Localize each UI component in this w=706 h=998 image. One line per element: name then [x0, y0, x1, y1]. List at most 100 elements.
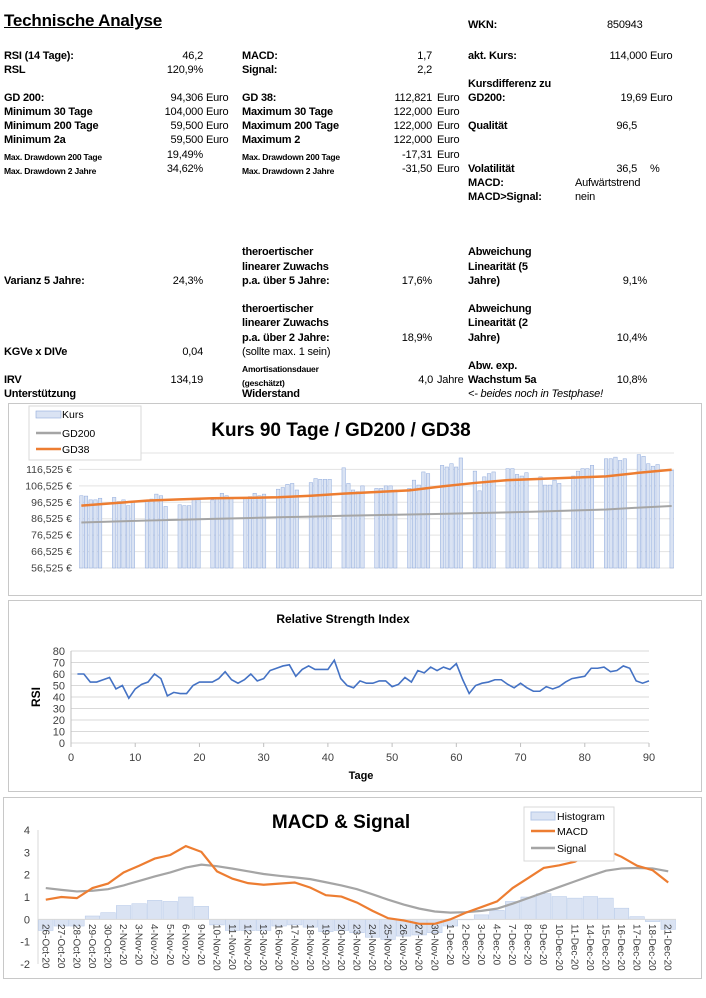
kurs-bar: [257, 495, 262, 569]
abw2-value: 10,4%: [616, 332, 647, 344]
kurs-bar: [538, 476, 543, 569]
col1-label: Max. Drawdown 2 Jahre: [4, 166, 97, 176]
irv-value: 134,19: [170, 374, 204, 386]
x-tick-label: 16-Nov-20: [273, 924, 284, 971]
x-tick-label: 3-Dec-20: [475, 924, 486, 966]
akt-kurs-value: 114,000: [609, 50, 647, 62]
histogram-bar: [84, 915, 100, 920]
y-tick-label: 86,525 €: [31, 513, 72, 525]
kurs-bar: [407, 488, 412, 569]
kgve-label: KGVe x DIVe: [4, 346, 68, 358]
amort-line-1: Amortisationsdauer: [242, 364, 319, 374]
x-tick-label: 24-Nov-20: [366, 924, 377, 971]
kurs-bar: [341, 467, 346, 569]
kurs-bar: [477, 490, 482, 569]
y-tick-label: 96,525 €: [31, 497, 72, 509]
abwexp-line-2: Wachstum 5a: [468, 374, 537, 386]
kurs-bar: [411, 479, 416, 569]
legend-macd-label: MACD: [557, 826, 588, 838]
kurs-bar: [163, 506, 168, 569]
y-tick-label: 20: [53, 715, 65, 727]
col2-label: Max. Drawdown 200 Tage: [242, 152, 340, 162]
y-axis-label: RSI: [29, 687, 43, 707]
zuwachs2-value: 18,9%: [401, 332, 432, 344]
x-tick-label: 18-Dec-20: [646, 924, 657, 971]
col1-value: 46,2: [182, 50, 203, 62]
amort-value: 4,0: [418, 374, 433, 386]
x-tick-label: 70: [514, 752, 526, 764]
x-tick-label: 20-Nov-20: [335, 924, 346, 971]
kurs-bar: [210, 499, 215, 569]
x-tick-label: 5-Nov-20: [164, 924, 175, 966]
y-tick-label: 106,525 €: [25, 480, 72, 492]
kurs-bar: [590, 465, 595, 569]
x-tick-label: 7-Dec-20: [506, 924, 517, 966]
kurs-bar: [505, 468, 510, 569]
kurs-bar: [351, 489, 356, 569]
kurs-bar: [510, 468, 515, 569]
y-tick-label: 0: [59, 738, 65, 750]
kurs-bar: [294, 489, 299, 569]
kurs-bar: [243, 497, 248, 569]
x-tick-label: 12-Nov-20: [242, 924, 253, 971]
x-tick-label: 14-Dec-20: [584, 924, 595, 971]
legend-kurs-swatch: [35, 410, 62, 419]
col2-label: Maximum 2: [242, 134, 301, 146]
kurs-bar: [444, 466, 449, 569]
kurs-bar: [79, 495, 84, 569]
kurs-bar: [285, 484, 290, 569]
x-tick-label: 10-Nov-20: [210, 924, 221, 971]
col1-unit: Euro: [206, 120, 229, 132]
volatilitaet-unit: %: [650, 163, 660, 175]
kurs-bar: [426, 473, 431, 569]
kurs-bar: [355, 491, 360, 569]
kurs-bar: [196, 499, 201, 569]
irv-label: IRV: [4, 374, 22, 386]
col2-unit: Euro: [437, 163, 460, 175]
abw5-value: 9,1%: [622, 275, 647, 287]
y-tick-label: 0: [24, 914, 30, 926]
col2-unit: Euro: [437, 120, 460, 132]
macd-line: [45, 844, 669, 925]
x-tick-label: 4-Nov-20: [148, 924, 159, 966]
y-tick-label: 1: [24, 892, 30, 904]
kurs-bar: [374, 488, 379, 569]
x-tick-label: 40: [322, 752, 334, 764]
histogram-bar: [147, 900, 163, 920]
kurs-bar: [88, 499, 93, 569]
x-tick-label: 16-Dec-20: [615, 924, 626, 971]
col1-value: 34,62%: [166, 163, 203, 175]
histogram-bar: [536, 893, 552, 920]
col1-value: 120,9%: [166, 64, 203, 76]
kurs-bar: [515, 474, 520, 569]
macd-trend-value: Aufwärtstrend: [575, 177, 641, 189]
kurs-bar: [486, 473, 491, 569]
col2-label: Max. Drawdown 2 Jahre: [242, 166, 335, 176]
abw5-line-2: Linearität (5: [468, 261, 528, 273]
legend-signal-label: Signal: [557, 843, 586, 855]
kurs-bar: [98, 497, 103, 569]
kurs-bar: [491, 471, 496, 569]
gd200-line: [81, 504, 672, 524]
zuwachs5-line-2: linearer Zuwachs: [242, 261, 329, 273]
col1-value: 19,49%: [166, 149, 203, 161]
x-tick-label: 6-Nov-20: [179, 924, 190, 966]
histogram-bar: [178, 896, 194, 920]
histogram-bar: [489, 910, 505, 920]
col1-value: 94,306: [170, 92, 204, 104]
kurs-bar: [547, 484, 552, 569]
y-tick-label: 80: [53, 646, 65, 658]
x-tick-label: 18-Nov-20: [304, 924, 315, 971]
kursdiff-label-2: GD200:: [468, 92, 506, 104]
kurs-bar: [379, 488, 384, 569]
col1-unit: Euro: [206, 92, 229, 104]
abwexp-value: 10,8%: [616, 374, 647, 386]
akt-kurs-unit: Euro: [650, 50, 673, 62]
kurs-bar: [552, 479, 557, 569]
y-tick-label: 2: [24, 870, 30, 882]
y-tick-label: 60: [53, 669, 65, 681]
macd-signal-value: nein: [575, 191, 595, 203]
col1-unit: Euro: [206, 134, 229, 146]
y-tick-label: 10: [53, 727, 65, 739]
col2-value: -17,31: [402, 149, 432, 161]
